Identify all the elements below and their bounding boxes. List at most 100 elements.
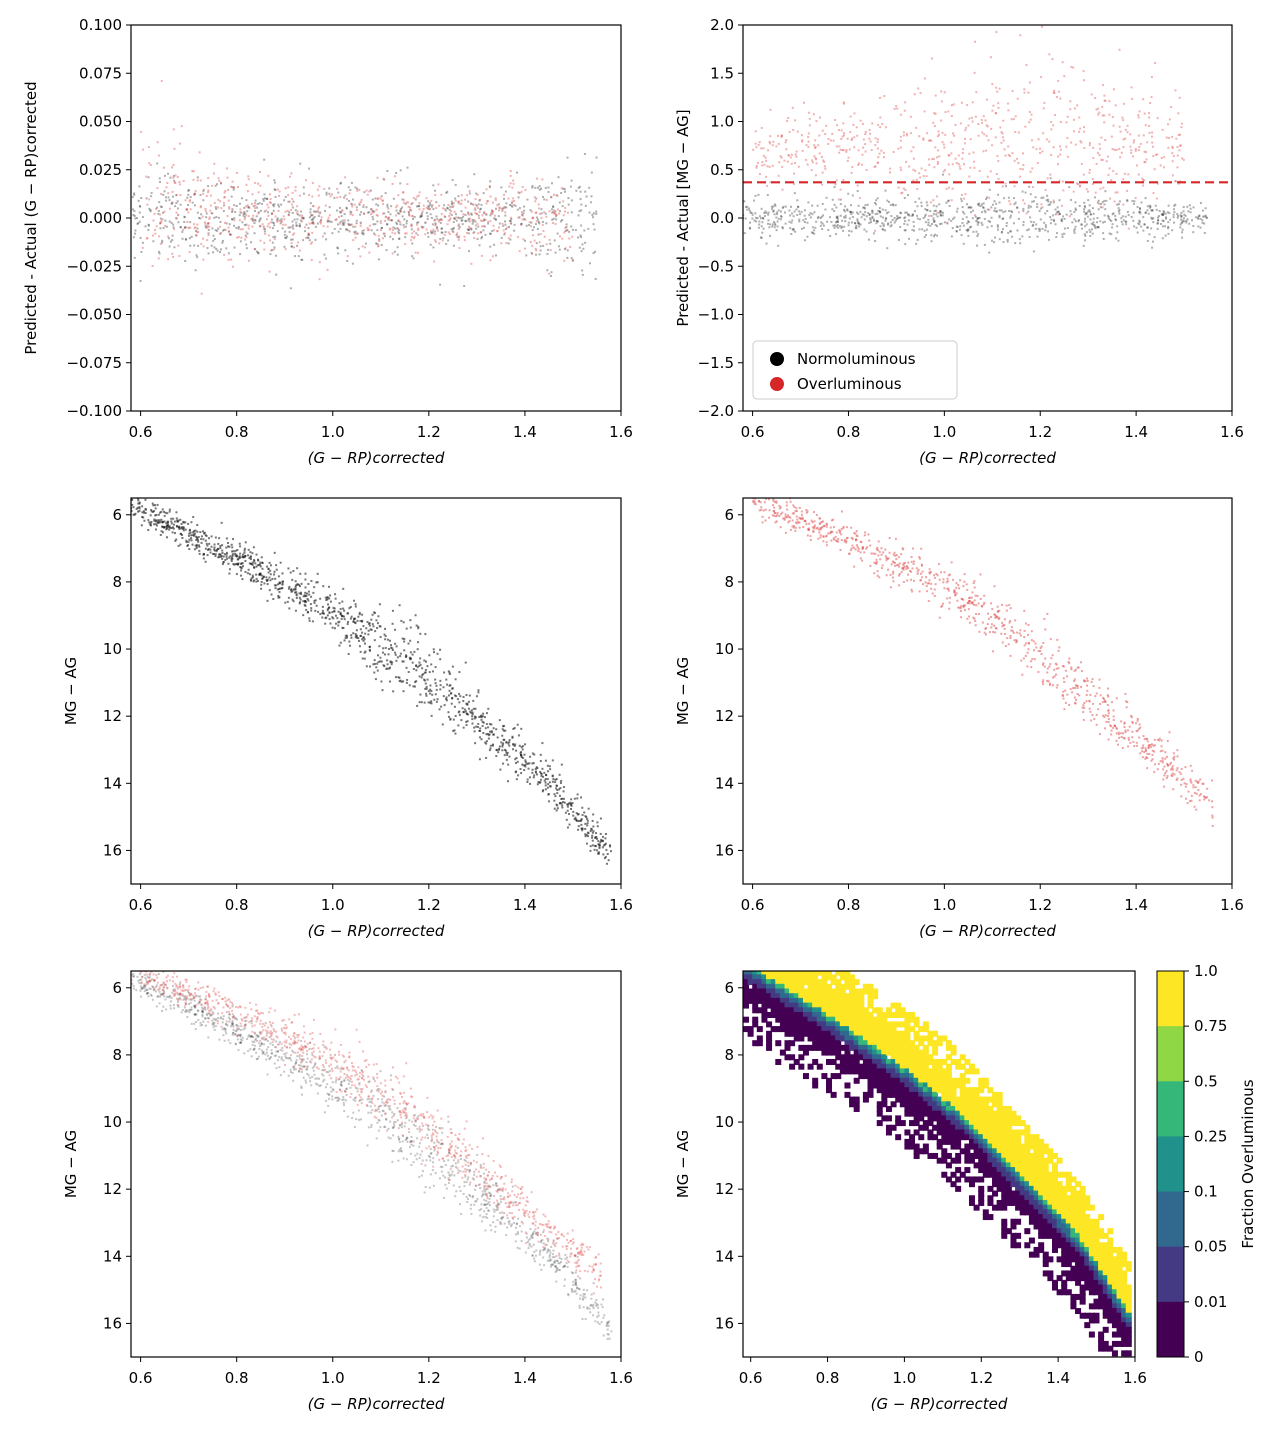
data-point (1093, 224, 1096, 227)
data-point (1059, 121, 1062, 124)
data-point (341, 209, 344, 212)
data-point (454, 678, 457, 681)
data-point (142, 516, 145, 519)
data-point (526, 780, 529, 783)
data-point (584, 833, 587, 836)
data-point (157, 209, 160, 212)
data-point (983, 133, 986, 136)
data-point (1085, 231, 1088, 234)
data-point (548, 765, 551, 768)
data-point (269, 579, 272, 582)
data-point (419, 657, 422, 660)
data-point (889, 167, 892, 170)
data-point (1135, 741, 1138, 744)
data-point (292, 600, 295, 603)
data-point (141, 241, 144, 244)
data-point (275, 584, 278, 587)
data-point (1146, 226, 1149, 229)
data-point (1009, 637, 1012, 640)
data-point (1142, 184, 1145, 187)
data-point (962, 598, 965, 601)
data-point (807, 132, 810, 135)
data-point (1142, 179, 1145, 182)
data-point (945, 581, 948, 584)
data-point (566, 229, 569, 232)
data-point (228, 207, 231, 210)
data-point (488, 186, 491, 189)
data-point (523, 239, 526, 242)
data-point (241, 221, 244, 224)
data-point (1173, 221, 1176, 224)
data-point (956, 207, 959, 210)
data-point (850, 138, 853, 141)
data-point (560, 187, 563, 190)
data-point (1061, 61, 1064, 64)
data-point (1073, 231, 1076, 234)
data-point (219, 546, 222, 549)
data-point (426, 218, 429, 221)
data-point (848, 148, 851, 151)
data-point (477, 214, 480, 217)
data-point (780, 210, 783, 213)
data-point (460, 216, 463, 219)
data-point (434, 222, 437, 225)
data-point (205, 542, 208, 545)
data-point (441, 723, 444, 726)
data-point (505, 228, 508, 231)
data-point (418, 701, 421, 704)
data-point (292, 570, 295, 573)
data-point (946, 221, 949, 224)
data-point (1098, 202, 1101, 205)
data-point (1111, 226, 1114, 229)
data-point (974, 624, 977, 627)
data-point (391, 622, 394, 625)
data-point (406, 166, 409, 169)
data-point (971, 217, 974, 220)
y-tick-label: 6 (112, 506, 122, 524)
data-point (957, 154, 960, 157)
data-point (935, 195, 938, 198)
data-point (474, 220, 477, 223)
data-point (573, 818, 576, 821)
data-point (466, 702, 469, 705)
data-point (927, 139, 930, 142)
data-point (184, 226, 187, 229)
data-point (998, 209, 1001, 212)
data-point (524, 765, 527, 768)
data-point (314, 238, 317, 241)
data-point (223, 253, 226, 256)
data-point (1197, 225, 1200, 228)
data-point (339, 607, 342, 610)
data-point (496, 204, 499, 207)
data-point (781, 165, 784, 168)
data-point (510, 216, 513, 219)
data-point (485, 756, 488, 759)
data-point (333, 196, 336, 199)
data-point (802, 526, 805, 529)
data-point (936, 574, 939, 577)
data-point (196, 256, 199, 259)
data-point (748, 226, 751, 229)
data-point (534, 767, 537, 770)
data-point (558, 801, 561, 804)
data-point (986, 175, 989, 178)
data-point (352, 239, 355, 242)
data-point (213, 246, 216, 249)
data-point (1201, 209, 1204, 212)
data-point (470, 212, 473, 215)
data-point (237, 225, 240, 228)
data-point (429, 204, 432, 207)
data-point (806, 534, 809, 537)
data-point (209, 209, 212, 212)
data-point (1048, 665, 1051, 668)
data-point (351, 205, 354, 208)
data-point (1092, 217, 1095, 220)
data-point (184, 521, 187, 524)
data-point (844, 216, 847, 219)
data-point (1176, 146, 1179, 149)
data-point (311, 218, 314, 221)
data-point (377, 234, 380, 237)
data-point (509, 174, 512, 177)
data-point (974, 115, 977, 118)
data-point (469, 227, 472, 230)
